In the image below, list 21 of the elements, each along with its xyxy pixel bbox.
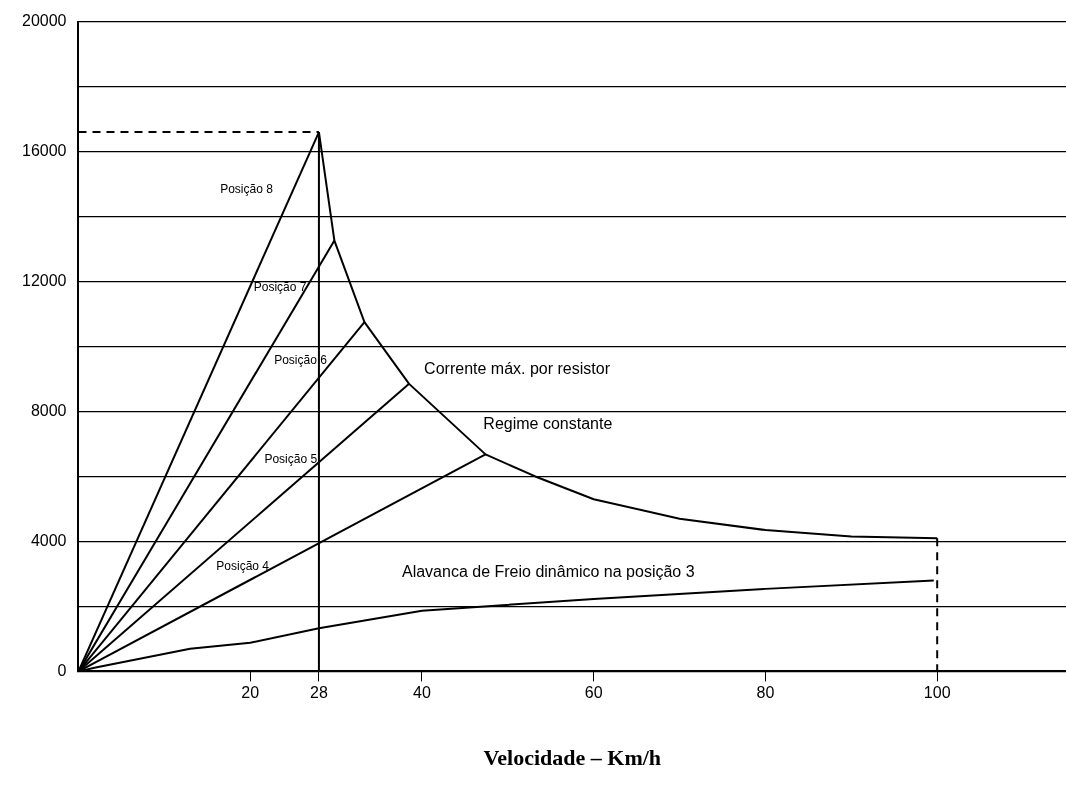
y-tick-label: 8000: [30, 401, 67, 419]
y-tick-label: 4000: [30, 531, 67, 549]
x-tick-label: 28: [310, 684, 328, 702]
y-tick-label: 0: [57, 661, 67, 679]
series-label: Posição 4: [216, 559, 270, 574]
y-tick-label: 16000: [21, 141, 67, 159]
x-tick-label: 40: [413, 684, 431, 702]
series-label: Posição 5: [264, 452, 318, 467]
x-tick-label: 20: [241, 684, 260, 702]
x-tick-label: 60: [584, 684, 603, 702]
series-label: Posição 6: [274, 353, 328, 368]
x-axis-title: Velocidade – Km/h: [483, 745, 662, 771]
annotation: Corrente máx. por resistor: [424, 359, 611, 377]
x-tick-label: 100: [923, 684, 951, 702]
x-tick-label: 80: [756, 684, 775, 702]
series-label: Alavanca de Freio dinâmico na posição 3: [401, 563, 695, 581]
annotation: Regime constante: [483, 414, 613, 432]
series-label: Posição 8: [220, 182, 274, 197]
series-label: Posição 7: [253, 279, 307, 294]
y-tick-label: 20000: [21, 12, 67, 30]
y-tick-label: 12000: [21, 271, 67, 289]
